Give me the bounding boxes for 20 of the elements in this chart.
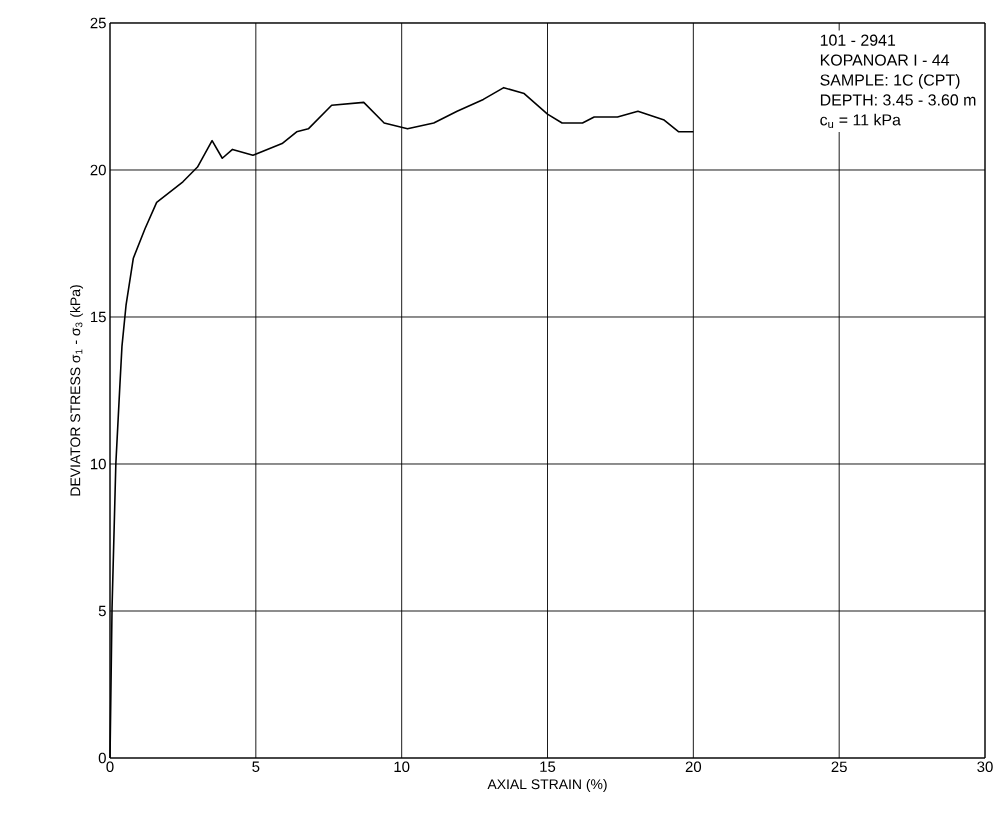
y-tick-label: 5 (98, 605, 106, 617)
annotation: c$_{u}$ = 11 kPa (820, 113, 901, 129)
y-tick-label: 20 (90, 164, 106, 176)
x-tick-label: 10 (394, 761, 410, 773)
y-tick-label: 15 (91, 311, 106, 323)
y-axis-title: DEVIATOR STRESS σ$_{1}$ - σ$_{3}$ (kPa) (70, 285, 84, 496)
y-tick-label: 25 (90, 17, 106, 29)
annotation: KOPANOAR I - 44 (820, 54, 950, 66)
annotation: 101 - 2941 (820, 34, 896, 46)
annotation: DEPTH: 3.45 - 3.60 m (820, 94, 976, 106)
x-tick-label: 25 (831, 761, 847, 773)
x-tick-label: 0 (106, 761, 114, 773)
x-axis-title: AXIAL STRAIN (%) (487, 778, 607, 792)
x-tick-label: 15 (540, 761, 556, 772)
annotation: SAMPLE: 1C (CPT) (820, 73, 960, 89)
y-tick-label: 0 (98, 752, 106, 764)
x-tick-label: 20 (685, 761, 702, 773)
y-tick-label: 10 (91, 458, 106, 470)
x-tick-label: 5 (252, 761, 260, 772)
x-tick-label: 30 (977, 761, 993, 773)
